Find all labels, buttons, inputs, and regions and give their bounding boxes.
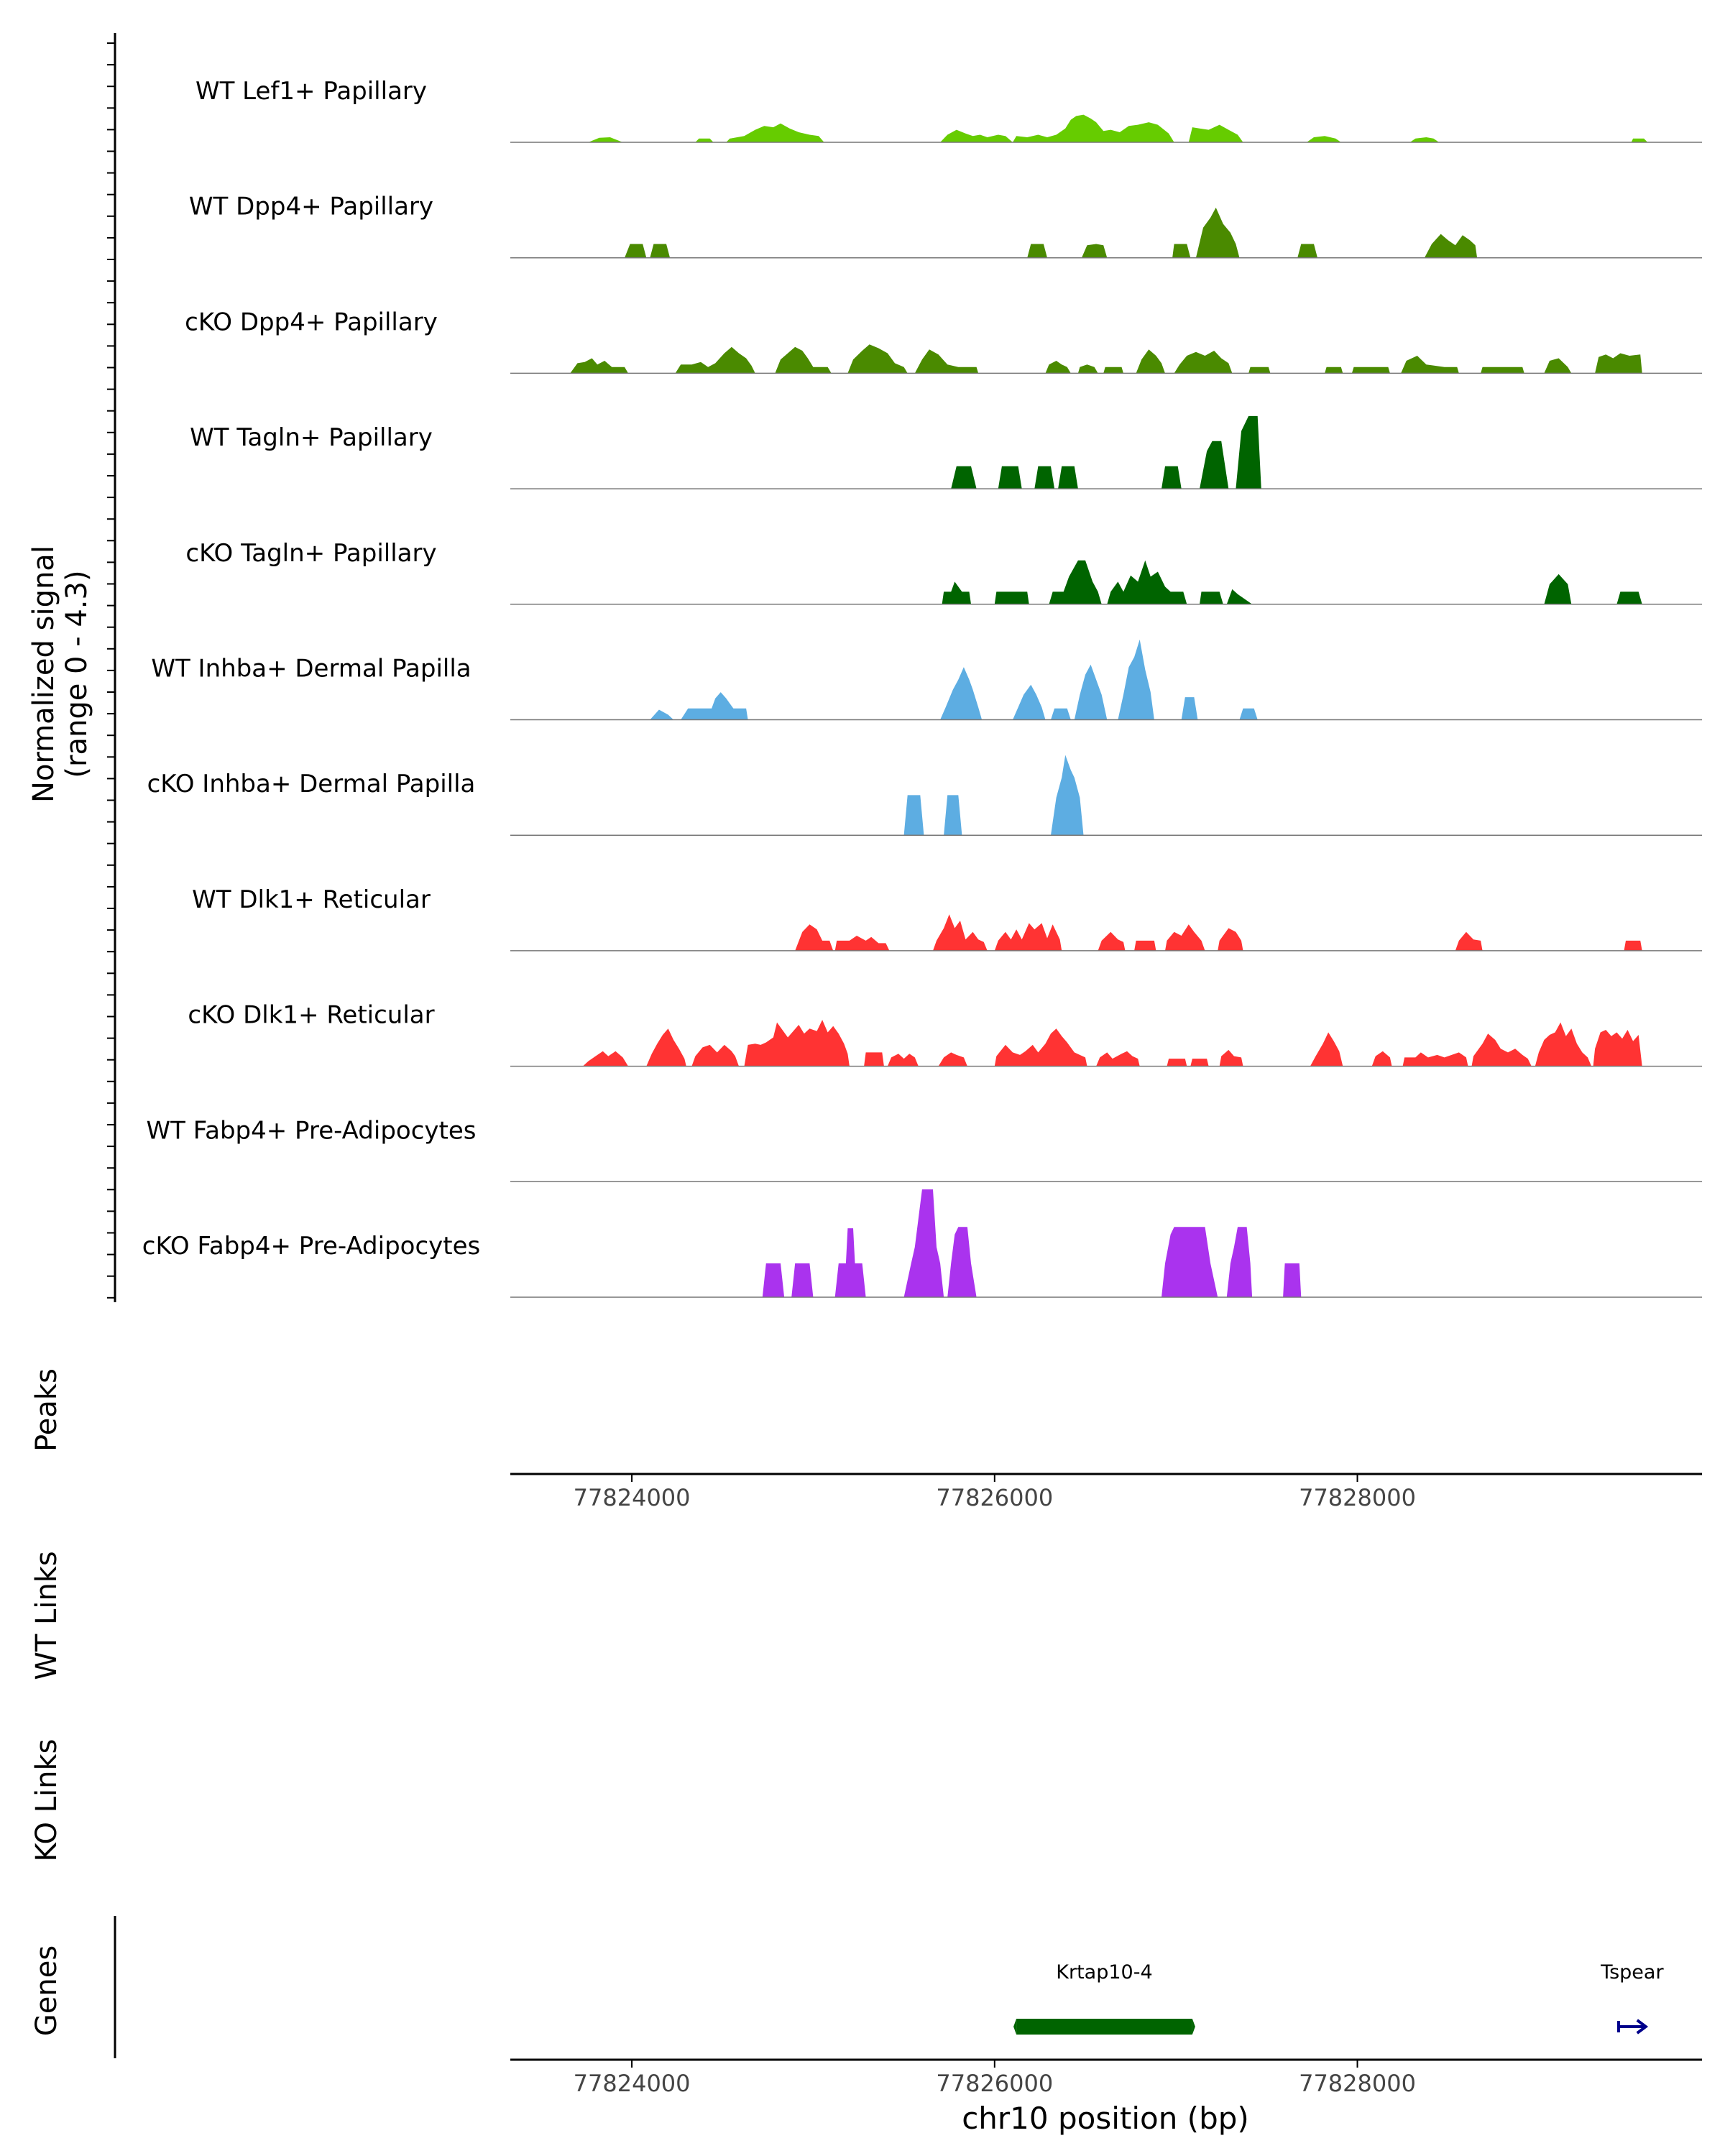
coverage-area [570,344,1642,374]
track-0: WT Lef1+ Papillary [196,77,1702,143]
peaks-label: Peaks [30,1368,63,1452]
coverage-area [942,560,1642,604]
coverage-area [650,639,1258,720]
track-label: WT Tagln+ Papillary [190,423,433,452]
track-7: WT Dlk1+ Reticular [192,885,1702,952]
track-2: cKO Dpp4+ Papillary [185,308,1702,374]
wt-links-label: WT Links [30,1551,63,1680]
track-3: WT Tagln+ Papillary [190,415,1702,489]
coverage-tracks: WT Lef1+ Papillary WT Dpp4+ Papillary cKO … [142,77,1702,1298]
gene-body-end [1013,2019,1017,2035]
gene-annotations: Krtap10-4 Tspear [1013,1961,1664,2035]
x-axis-label: chr10 position (bp) [962,2101,1249,2136]
track-label: cKO Inhba+ Dermal Papilla [147,770,476,798]
coverage-area [588,114,1648,142]
track-label: cKO Dpp4+ Papillary [185,308,438,336]
gene-label: Krtap10-4 [1056,1961,1152,1984]
y-axis-ticks [107,42,115,1299]
bottom-x-axis-ticks: 77824000 77826000 77828000 [574,2060,1416,2097]
track-6: cKO Inhba+ Dermal Papilla [147,755,1702,836]
track-9: WT Fabp4+ Pre-Adipocytes [147,1116,1702,1183]
gene-body [1016,2019,1192,2035]
x-tick-label: 77826000 [936,2070,1053,2097]
track-label: cKO Tagln+ Papillary [185,539,436,568]
track-8: cKO Dlk1+ Reticular [188,1001,1702,1067]
coverage-area [795,914,1642,951]
ko-links-label: KO Links [30,1739,63,1862]
x-tick-label: 77828000 [1299,1484,1416,1511]
x-tick-label: 77824000 [574,1484,691,1511]
coverage-area [582,1020,1642,1067]
track-4: cKO Tagln+ Papillary [185,539,1702,605]
gene-1: Tspear [1600,1961,1664,2035]
coverage-area [903,755,1084,836]
x-tick-label: 77826000 [936,1484,1053,1511]
track-label: cKO Dlk1+ Reticular [188,1001,434,1030]
track-label: WT Inhba+ Dermal Papilla [151,655,471,683]
track-label: cKO Fabp4+ Pre-Adipocytes [142,1232,481,1261]
coverage-area [951,415,1261,489]
gene-0: Krtap10-4 [1013,1961,1195,2035]
y-axis-label-line1: Normalized signal [27,545,60,803]
gene-label: Tspear [1600,1961,1664,1984]
y-axis-label: Normalized signal (range 0 - 4.3) [27,545,93,803]
track-1: WT Dpp4+ Papillary [189,193,1702,259]
track-label: WT Dlk1+ Reticular [192,885,431,914]
track-10: cKO Fabp4+ Pre-Adipocytes [142,1189,1702,1298]
gene-body-end [1192,2019,1195,2035]
x-tick-label: 77828000 [1299,2070,1416,2097]
x-tick-label: 77824000 [574,2070,691,2097]
coverage-area [625,207,1478,258]
coverage-area [762,1189,1302,1297]
y-axis-label-line2: (range 0 - 4.3) [60,570,93,778]
track-label: WT Fabp4+ Pre-Adipocytes [147,1116,477,1145]
gene-strand-arrow [1636,2019,1649,2035]
track-5: WT Inhba+ Dermal Papilla [151,639,1702,721]
track-label: WT Lef1+ Papillary [196,77,427,106]
track-label: WT Dpp4+ Papillary [189,193,433,221]
peaks-x-axis-ticks: 77824000 77826000 77828000 [574,1474,1416,1511]
genes-label: Genes [30,1945,63,2036]
